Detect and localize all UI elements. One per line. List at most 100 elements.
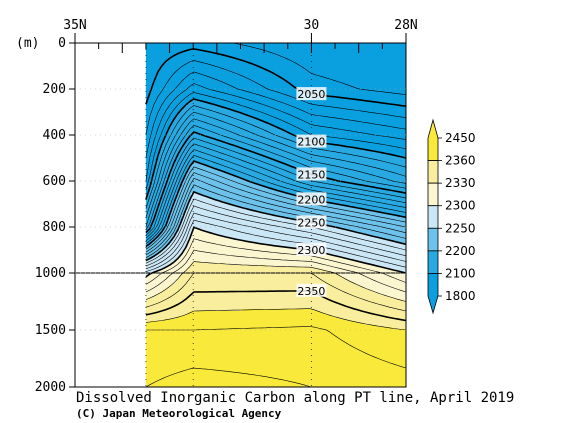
field-cell: [289, 193, 407, 196]
field-cell: [145, 103, 189, 106]
field-cell: [166, 221, 183, 224]
field-cell: [289, 133, 407, 136]
field-cell: [145, 179, 153, 182]
field-cell: [298, 219, 407, 222]
field-cell: [166, 265, 192, 268]
colorbar-bin: [427, 160, 439, 184]
field-cell: [145, 315, 183, 318]
contour-2220: [145, 172, 406, 253]
contour-2360: [145, 308, 406, 331]
field-cell: [319, 251, 407, 254]
field-cell: [160, 233, 177, 236]
field-cell: [190, 99, 198, 102]
field-cell: [145, 43, 407, 46]
field-cell: [145, 371, 407, 374]
field-cell: [238, 111, 407, 114]
colorbar-bin: [427, 250, 439, 274]
contour-2190: [145, 155, 406, 244]
field-cell: [148, 273, 183, 276]
field-cell: [268, 187, 407, 190]
colorbar-bin: [427, 227, 439, 252]
field-cell: [145, 47, 407, 50]
field-cell: [145, 339, 407, 342]
field-cell: [334, 255, 407, 258]
field-cell: [190, 237, 231, 240]
field-cell: [154, 171, 189, 174]
contour-label-bg: [296, 87, 327, 101]
field-cell: [145, 89, 407, 92]
field-cell: [145, 51, 407, 54]
field-cell: [352, 281, 407, 284]
field-cell: [184, 105, 219, 108]
field-cell: [181, 251, 321, 254]
field-cell: [145, 75, 407, 78]
field-cell: [160, 269, 189, 272]
field-cell: [229, 237, 381, 240]
field-cell: [157, 157, 407, 160]
field-cell: [394, 297, 407, 300]
field-cell: [217, 105, 407, 108]
chart-title: Dissolved Inorganic Carbon along PT line…: [76, 390, 515, 406]
field-cell: [145, 123, 171, 126]
field-cell: [337, 317, 407, 320]
field-cell: [145, 333, 407, 336]
field-cell: [250, 209, 369, 212]
contour-label-2350: 2350: [297, 285, 325, 298]
field-cell: [169, 217, 183, 220]
field-cell: [181, 185, 264, 188]
field-cell: [145, 273, 150, 276]
field-cell: [178, 189, 276, 192]
contour-2260: [145, 198, 406, 264]
field-cell: [145, 99, 192, 102]
contour-label-bg: [296, 134, 327, 148]
field-cell: [145, 115, 177, 118]
field-cell: [166, 133, 291, 136]
field-cell: [145, 79, 407, 82]
field-cell: [178, 225, 330, 228]
y-tick-label: 800: [43, 220, 66, 235]
field-cell: [268, 213, 390, 216]
field-cell: [145, 49, 407, 52]
field-cell: [241, 309, 315, 312]
field-cell: [190, 235, 222, 238]
field-cell: [175, 193, 192, 196]
field-cell: [169, 211, 186, 214]
field-cell: [145, 85, 407, 88]
field-cell: [145, 163, 156, 166]
field-cell: [250, 241, 399, 244]
field-cell: [145, 311, 192, 314]
field-cell: [178, 111, 240, 114]
field-cell: [145, 141, 165, 144]
field-cell: [145, 363, 407, 366]
field-cell: [145, 329, 407, 332]
field-cell: [175, 281, 354, 284]
field-cell: [184, 271, 333, 274]
field-cell: [145, 243, 150, 246]
field-cell: [169, 243, 189, 246]
field-cell: [166, 129, 285, 132]
field-cell: [190, 197, 210, 200]
field-cell: [172, 121, 267, 124]
field-cell: [145, 297, 150, 300]
field-cell: [178, 187, 270, 190]
field-cell: [259, 211, 381, 214]
field-cell: [313, 141, 407, 144]
field-cell: [190, 163, 204, 166]
contour-label-2050: 2050: [297, 88, 325, 101]
field-cell: [145, 133, 168, 136]
field-cell: [145, 147, 162, 150]
field-cell: [265, 121, 407, 124]
field-cell: [145, 307, 407, 310]
field-cell: [151, 241, 171, 244]
field-cell: [157, 253, 183, 256]
field-cell: [352, 259, 407, 262]
field-cell: [145, 309, 243, 312]
field-cell: [163, 137, 303, 140]
field-cell: [337, 273, 407, 276]
field-cell: [145, 231, 162, 234]
field-cell: [181, 181, 252, 184]
contour-label-bg: [296, 167, 327, 181]
field-cell: [214, 199, 315, 202]
field-cell: [373, 291, 407, 294]
